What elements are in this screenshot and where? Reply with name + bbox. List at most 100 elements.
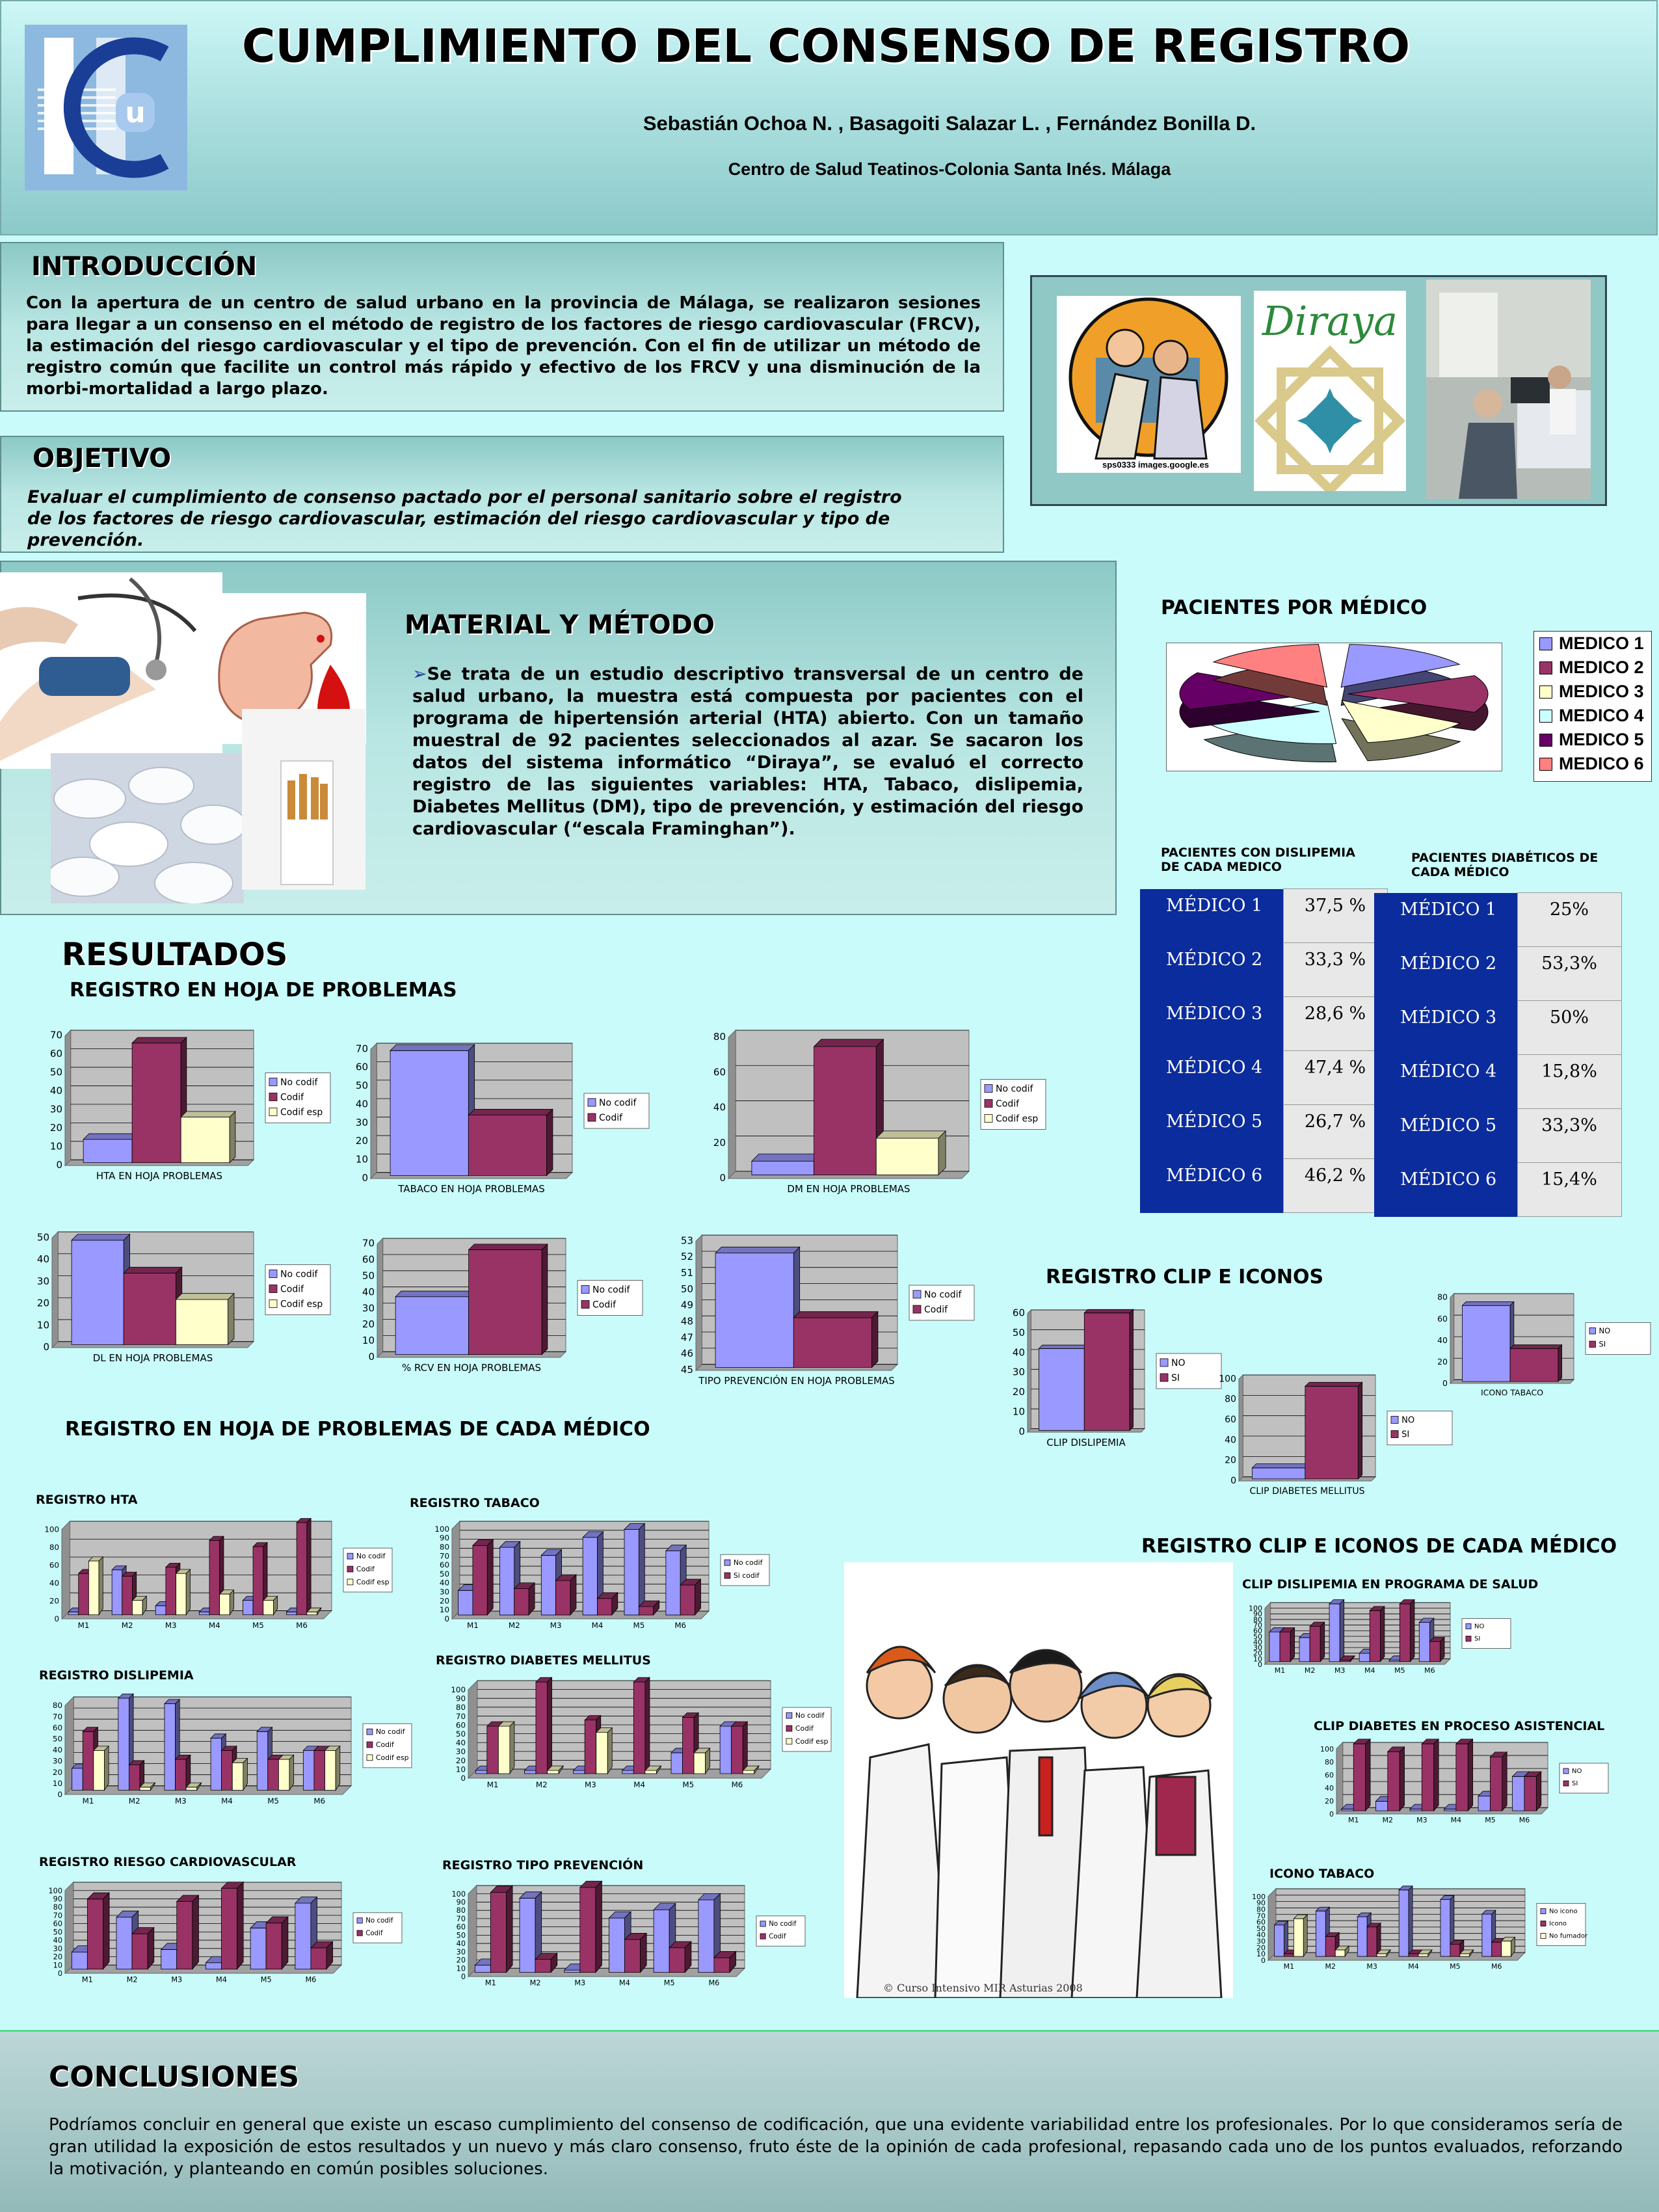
x-tick-label: M4 bbox=[1408, 1962, 1419, 1971]
y-tick-label: 10 bbox=[37, 1319, 49, 1331]
clip-diabetes-chart: 0 20 40 60 80 100 CLIP DIABETES MELLITUS NO SI bbox=[1213, 1366, 1460, 1512]
legend-swatch bbox=[269, 1093, 278, 1101]
y-tick-label: 20 bbox=[457, 1956, 466, 1965]
x-tick-label: M6 bbox=[305, 1975, 316, 1984]
bar-si-codif bbox=[596, 1592, 618, 1616]
legend-label: Codif bbox=[795, 1724, 814, 1733]
legend-label: No codif bbox=[924, 1290, 962, 1300]
diraya-logo: Diraya bbox=[1254, 291, 1406, 491]
y-tick-label: 90 bbox=[440, 1534, 449, 1543]
y-tick-label: 20 bbox=[440, 1596, 449, 1605]
legend-label: Codif bbox=[769, 1932, 786, 1940]
legend-label: No codif bbox=[769, 1920, 796, 1928]
pie-slice bbox=[1341, 700, 1461, 762]
y-tick-label: 0 bbox=[719, 1172, 726, 1184]
table-row: MÉDICO 1 25% bbox=[1374, 892, 1622, 947]
x-tick-label: M3 bbox=[1416, 1816, 1427, 1824]
pie-legend-item: MEDICO 1 bbox=[1534, 632, 1651, 656]
legend-label: Icono bbox=[1549, 1921, 1567, 1928]
legend-label: Codif esp bbox=[376, 1753, 409, 1762]
bar-si bbox=[1309, 1621, 1325, 1662]
y-tick-label: 70 bbox=[362, 1238, 375, 1249]
bar-codif-esp bbox=[278, 1754, 295, 1791]
medico-cell: MÉDICO 5 bbox=[1140, 1104, 1283, 1159]
legend-label: Codif bbox=[356, 1565, 375, 1573]
bar-si bbox=[1304, 1381, 1363, 1480]
x-tick-label: M5 bbox=[261, 1975, 272, 1984]
plot-sidewall bbox=[1450, 1292, 1455, 1385]
y-tick-label: 20 bbox=[1325, 1797, 1334, 1806]
doctors-caption: © Curso Intensivo MIR Asturias 2008 bbox=[883, 1982, 1083, 1994]
y-tick-label: 10 bbox=[356, 1154, 368, 1166]
conclusiones-text: Podríamos concluir en general que existe… bbox=[49, 2115, 1623, 2179]
y-tick-label: 60 bbox=[356, 1061, 368, 1073]
tabaco-hoja-chart: 0 10 20 30 40 50 60 70 TABACO EN HOJA PROBLEMAS N… bbox=[345, 1034, 657, 1210]
y-tick-label: 90 bbox=[53, 1895, 62, 1903]
bar-codif-esp bbox=[185, 1782, 202, 1791]
material-text: ➢Se trata de un estudio descriptivo tran… bbox=[412, 663, 1083, 840]
x-tick-label: M5 bbox=[682, 1780, 694, 1789]
y-tick-label: 0 bbox=[57, 1790, 62, 1799]
y-tick-label: 60 bbox=[1437, 1314, 1448, 1324]
plot-wall bbox=[69, 1521, 332, 1612]
pie-title: PACIENTES POR MÉDICO bbox=[1161, 596, 1427, 619]
x-tick-label: M3 bbox=[1366, 1962, 1377, 1971]
table-row: MÉDICO 6 46,2 % bbox=[1140, 1158, 1388, 1213]
hta-hoja-chart: 0 10 20 30 40 50 60 70 HTA EN HOJA PROBLEMAS No c… bbox=[39, 1021, 338, 1197]
bar-codif bbox=[296, 1517, 312, 1616]
pie-slice bbox=[1179, 672, 1320, 728]
percent-cell: 53,3% bbox=[1517, 946, 1622, 1001]
y-tick-label: 10 bbox=[50, 1141, 62, 1153]
percent-cell: 28,6 % bbox=[1282, 996, 1388, 1051]
y-tick-label: 20 bbox=[50, 1122, 62, 1134]
y-tick-label: 70 bbox=[53, 1712, 62, 1721]
bar-no-fumador bbox=[1417, 1949, 1433, 1958]
x-tick-label: M1 bbox=[487, 1780, 499, 1789]
plot-sidewall bbox=[61, 1520, 70, 1620]
bar-si bbox=[1421, 1738, 1440, 1812]
y-tick-label: 40 bbox=[440, 1579, 449, 1588]
bar-si bbox=[1279, 1627, 1295, 1662]
clip-dis-chart-title: CLIP DISLIPEMIA EN PROGRAMA DE SALUD bbox=[1242, 1577, 1539, 1592]
y-tick-label: 70 bbox=[1256, 1912, 1266, 1920]
legend-label: Codif bbox=[376, 1740, 395, 1749]
y-tick-label: 10 bbox=[440, 1605, 449, 1614]
y-tick-label: 0 bbox=[1258, 1660, 1262, 1669]
y-tick-label: 30 bbox=[1256, 1938, 1266, 1946]
y-tick-label: 0 bbox=[56, 1159, 62, 1171]
y-tick-label: 20 bbox=[49, 1596, 59, 1605]
x-tick-label: M1 bbox=[1348, 1816, 1359, 1824]
legend-label: No codif bbox=[592, 1285, 631, 1296]
tabaco-chart-title: REGISTRO TABACO bbox=[410, 1496, 540, 1510]
legend-swatch bbox=[269, 1270, 278, 1278]
bar-codif bbox=[468, 1108, 553, 1177]
y-tick-label: 40 bbox=[457, 1939, 466, 1948]
legend-swatch bbox=[1563, 1768, 1569, 1774]
y-tick-label: 10 bbox=[53, 1779, 62, 1788]
x-axis-label: CLIP DISLIPEMIA bbox=[1046, 1437, 1126, 1448]
y-tick-label: 50 bbox=[53, 1735, 62, 1744]
doctors-illustration: © Curso Intensivo MIR Asturias 2008 bbox=[844, 1562, 1233, 1999]
y-tick-label: 60 bbox=[49, 1560, 59, 1569]
intro-title: INTRODUCCIÓN bbox=[31, 252, 258, 282]
legend-swatch bbox=[1390, 1430, 1399, 1438]
bar-si bbox=[1489, 1751, 1508, 1812]
intro-panel bbox=[0, 242, 1004, 412]
x-tick-label: M6 bbox=[732, 1780, 743, 1789]
y-tick-label: 90 bbox=[1253, 1610, 1262, 1618]
legend-swatch bbox=[1539, 757, 1552, 771]
y-tick-label: 80 bbox=[1253, 1616, 1262, 1624]
consultation-photo bbox=[1426, 280, 1591, 499]
table-row: MÉDICO 6 15,4% bbox=[1374, 1162, 1622, 1217]
clip-medico-subtitle: REGISTRO CLIP E ICONOS DE CADA MÉDICO bbox=[1141, 1535, 1617, 1558]
x-tick-label: M6 bbox=[708, 1979, 719, 1987]
legend-label: Codif bbox=[280, 1093, 304, 1103]
y-tick-label: 100 bbox=[451, 1685, 466, 1694]
y-tick-label: 10 bbox=[456, 1765, 466, 1774]
dm-chart-title: REGISTRO DIABETES MELLITUS bbox=[436, 1653, 651, 1668]
bar-si bbox=[1353, 1738, 1371, 1812]
percent-cell: 46,2 % bbox=[1282, 1158, 1388, 1213]
bar-no bbox=[1461, 1301, 1515, 1383]
bar-no bbox=[1329, 1599, 1345, 1662]
bar-codif bbox=[220, 1881, 245, 1970]
